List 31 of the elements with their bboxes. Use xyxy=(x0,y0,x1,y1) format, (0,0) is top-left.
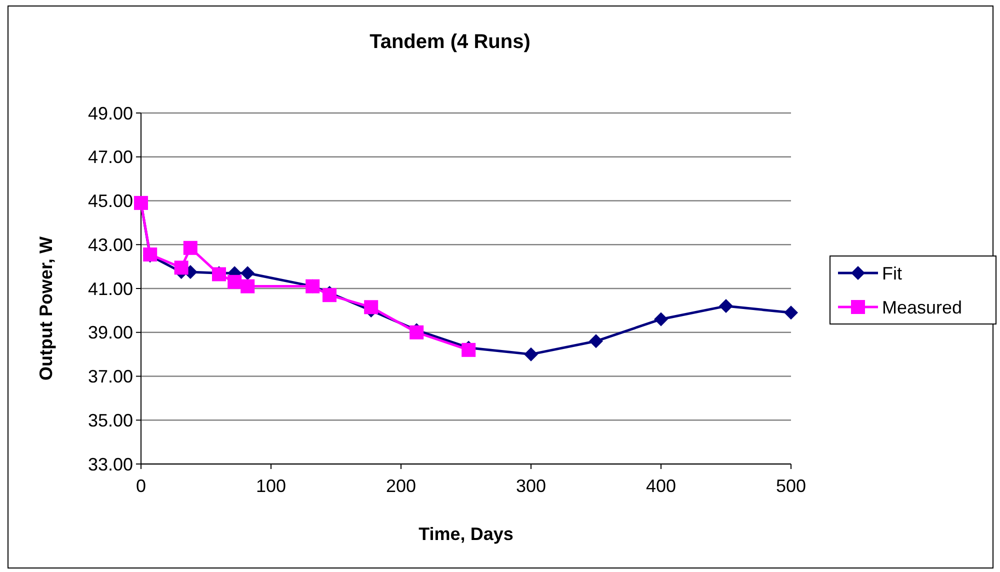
y-tick-label: 49.00 xyxy=(88,103,133,124)
point xyxy=(654,312,668,326)
point xyxy=(719,299,733,314)
y-tick-label: 41.00 xyxy=(88,278,133,299)
x-tick-label: 100 xyxy=(256,476,286,496)
legend-label: Measured xyxy=(882,297,962,318)
legend-label: Fit xyxy=(882,263,902,284)
y-tick-label: 45.00 xyxy=(88,191,133,212)
point xyxy=(784,306,798,320)
chart-title: Tandem (4 Runs) xyxy=(370,31,530,53)
x-tick-label: 200 xyxy=(386,476,416,496)
y-tick-label: 33.00 xyxy=(88,454,133,474)
x-tick-label: 500 xyxy=(776,476,806,496)
x-tick-label: 0 xyxy=(136,476,146,496)
point xyxy=(183,240,198,255)
point xyxy=(174,260,188,275)
y-axis-title: Output Power, W xyxy=(36,236,56,380)
y-tick-label: 35.00 xyxy=(88,410,133,430)
point xyxy=(322,288,336,302)
point xyxy=(240,266,255,280)
point xyxy=(524,347,538,362)
point xyxy=(589,334,603,348)
x-tick-label: 400 xyxy=(646,476,676,496)
y-tick-label: 37.00 xyxy=(88,366,133,387)
x-tick-label: 300 xyxy=(516,476,546,496)
y-tick-label: 47.00 xyxy=(88,147,133,168)
x-axis-title: Time, Days xyxy=(418,524,514,544)
point xyxy=(240,279,255,294)
y-tick-label: 39.00 xyxy=(88,322,133,343)
y-tick-label: 43.00 xyxy=(88,234,133,255)
point xyxy=(228,274,242,289)
